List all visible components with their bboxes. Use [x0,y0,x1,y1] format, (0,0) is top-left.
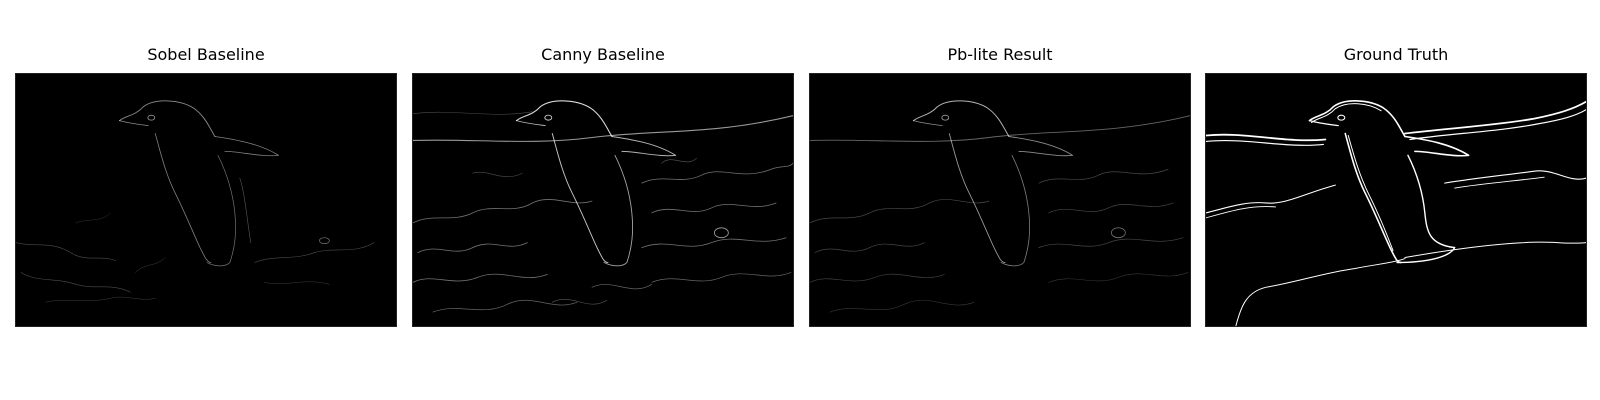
panel-sobel: Sobel Baseline [15,0,397,400]
panel-title-canny: Canny Baseline [541,45,665,64]
image-sobel-edge-map [15,73,397,327]
image-pb-lite-edge-map [809,73,1191,327]
panel-pb-lite: Pb-lite Result [809,0,1191,400]
image-canny-edge-map [412,73,794,327]
panel-canny: Canny Baseline [412,0,794,400]
image-ground-truth-edge-map [1205,73,1587,327]
panel-ground-truth: Ground Truth [1205,0,1587,400]
panel-title-sobel: Sobel Baseline [147,45,265,64]
panel-title-ground-truth: Ground Truth [1343,45,1449,64]
panel-title-pb-lite: Pb-lite Result [947,45,1053,64]
